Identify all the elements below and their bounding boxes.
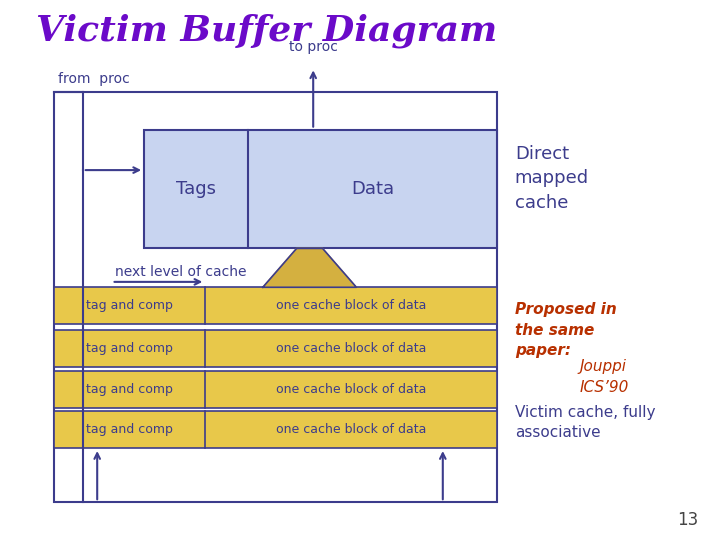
Text: to proc: to proc (289, 40, 338, 54)
Text: tag and comp: tag and comp (86, 299, 173, 312)
Text: tag and comp: tag and comp (86, 383, 173, 396)
Text: one cache block of data: one cache block of data (276, 383, 426, 396)
Bar (54, 287, 497, 324)
Text: Victim Buffer Diagram: Victim Buffer Diagram (36, 14, 498, 48)
Text: mapped: mapped (515, 169, 589, 187)
Bar (54, 411, 497, 448)
Text: one cache block of data: one cache block of data (276, 299, 426, 312)
Text: cache: cache (515, 193, 568, 212)
Bar (54, 92, 497, 502)
Text: Proposed in
the same
paper:: Proposed in the same paper: (515, 302, 616, 358)
Text: Victim cache, fully
associative: Victim cache, fully associative (515, 405, 655, 441)
Bar (54, 371, 497, 408)
Text: tag and comp: tag and comp (86, 423, 173, 436)
Text: next level of cache: next level of cache (115, 265, 247, 279)
Text: one cache block of data: one cache block of data (276, 423, 426, 436)
Text: Direct: Direct (515, 145, 569, 163)
Polygon shape (263, 248, 356, 287)
Text: Data: Data (351, 180, 394, 198)
Text: tag and comp: tag and comp (86, 342, 173, 355)
Text: Jouppi
ICS’90: Jouppi ICS’90 (580, 359, 629, 395)
Text: Tags: Tags (176, 180, 216, 198)
Text: 13: 13 (677, 511, 698, 529)
Bar (54, 330, 497, 367)
Text: from  proc: from proc (58, 72, 130, 86)
Bar (144, 130, 497, 248)
Text: one cache block of data: one cache block of data (276, 342, 426, 355)
